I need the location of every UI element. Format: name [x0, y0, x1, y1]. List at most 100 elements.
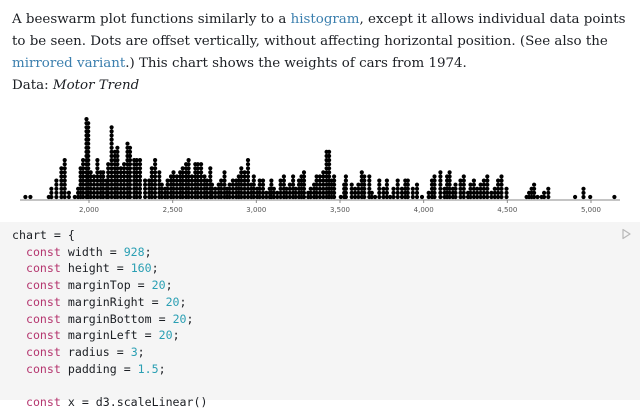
dot [153, 158, 158, 163]
dot [327, 158, 332, 163]
dot [59, 190, 64, 195]
dot [384, 194, 389, 200]
dot [271, 194, 276, 200]
dot [301, 186, 307, 191]
dot [260, 182, 266, 187]
dot [321, 170, 326, 175]
code-token [12, 395, 26, 409]
code-token: height = [60, 261, 131, 276]
dot [308, 190, 313, 195]
dot [242, 194, 247, 200]
dot [504, 194, 509, 200]
dot [109, 129, 114, 134]
dot [115, 190, 120, 195]
dot [127, 170, 133, 175]
tick-label: 5,000 [581, 206, 601, 214]
dot [327, 166, 332, 171]
dot [453, 190, 458, 195]
dot [343, 174, 348, 179]
dot [260, 186, 266, 191]
dot [343, 186, 348, 191]
dot [362, 194, 367, 200]
dot [367, 182, 372, 187]
code-token: ; [158, 361, 166, 376]
play-icon[interactable] [620, 228, 632, 240]
dot [489, 194, 494, 200]
dot [478, 182, 483, 187]
dot [301, 190, 307, 195]
histogram-link[interactable]: histogram [290, 12, 360, 27]
dot [230, 178, 235, 183]
dot [62, 170, 67, 175]
dot [230, 182, 235, 187]
dot [153, 174, 158, 179]
dot [109, 178, 114, 183]
dot [186, 162, 191, 167]
dot [239, 174, 244, 179]
dot [153, 190, 158, 195]
dot [91, 178, 97, 183]
dot [284, 194, 289, 200]
dot [251, 194, 256, 200]
dot [122, 166, 127, 171]
dot [109, 182, 114, 187]
dot [101, 186, 106, 191]
code-token: marginRight = [60, 294, 166, 309]
code-line: const radius = 3; [12, 345, 145, 359]
dot [332, 174, 337, 179]
dot [195, 162, 200, 167]
dot [278, 194, 283, 200]
dot [189, 182, 194, 187]
dot [159, 182, 164, 187]
dot [171, 170, 176, 175]
dot [127, 153, 133, 159]
dot [343, 178, 348, 183]
dot [118, 174, 123, 179]
code-keyword: const [25, 328, 61, 343]
dot [395, 186, 400, 191]
dot [106, 162, 111, 167]
dot [356, 190, 361, 195]
dot [62, 178, 67, 183]
dot [314, 186, 319, 191]
code-editor[interactable]: chart = { const width = 928; const heigh… [0, 222, 640, 411]
dot [208, 174, 213, 179]
dot [485, 186, 490, 191]
dot [49, 194, 54, 200]
dot [395, 194, 400, 200]
dot [165, 190, 170, 195]
dot [471, 182, 476, 187]
code-line: const marginRight = 20; [12, 295, 187, 309]
dot [86, 145, 91, 150]
code-line: const marginLeft = 20; [12, 328, 180, 342]
dot [213, 194, 218, 200]
code-cell[interactable]: chart = { const width = 928; const heigh… [0, 222, 640, 409]
dot [278, 182, 283, 187]
dot [391, 190, 396, 195]
dot [186, 178, 191, 183]
dot [612, 194, 617, 200]
dot [204, 194, 210, 200]
dot [395, 190, 400, 195]
dot [81, 182, 86, 187]
tick-label: 2,000 [79, 206, 99, 214]
dot [260, 178, 266, 183]
code-keyword: const [25, 344, 61, 359]
dot [251, 182, 256, 187]
dot [222, 182, 227, 187]
dot [137, 190, 143, 195]
dot [86, 166, 91, 171]
dot [189, 186, 194, 191]
dot [153, 162, 158, 167]
dot [219, 182, 224, 187]
dot [62, 190, 67, 195]
dot [199, 190, 204, 195]
dot [115, 178, 120, 183]
dot [86, 149, 91, 154]
mirrored-variant-link[interactable]: mirrored variant [12, 56, 126, 71]
dot [127, 166, 133, 171]
dot [122, 174, 127, 179]
dot [195, 166, 200, 171]
dot [395, 182, 400, 187]
dot [314, 194, 319, 200]
